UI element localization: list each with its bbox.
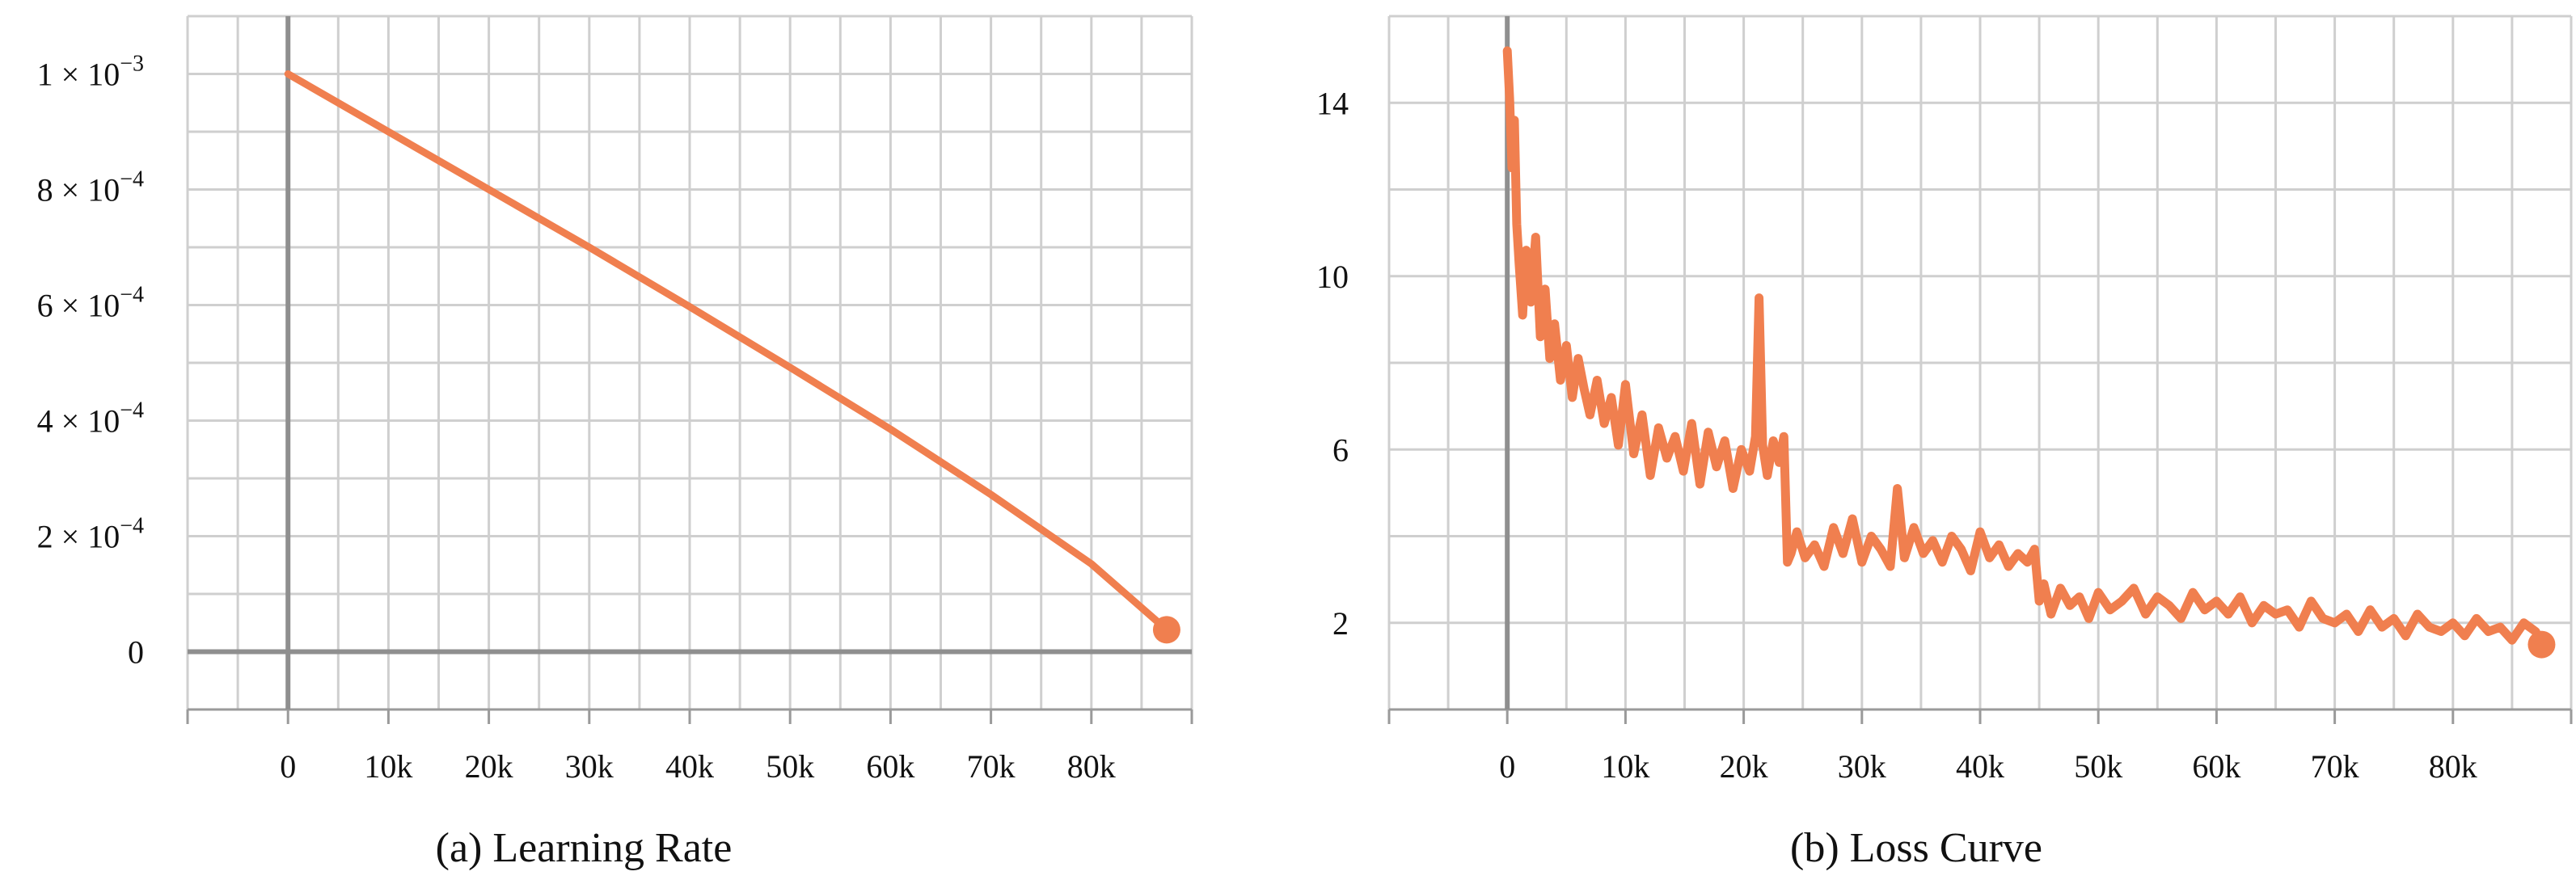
lr-y-tick-exponent: −3 xyxy=(120,52,144,77)
loss-x-tick-label: 30k xyxy=(1838,748,1886,785)
lr-x-tick-label: 20k xyxy=(465,748,513,785)
lr-x-tick-label: 50k xyxy=(766,748,814,785)
lr-y-tick-label: 4 × 10−4 xyxy=(37,398,144,440)
loss-y-tick-label: 14 xyxy=(1316,85,1349,121)
loss-x-tick-label: 80k xyxy=(2429,748,2477,785)
lr-y-tick-exponent: −4 xyxy=(120,167,144,192)
lr-x-tick-label: 0 xyxy=(280,748,296,785)
lr-y-tick-mantissa: 4 × 10 xyxy=(37,403,120,440)
lr-y-tick-label: 6 × 10−4 xyxy=(37,283,144,324)
loss-x-tick-label: 50k xyxy=(2074,748,2122,785)
lr-y-tick-exponent: −4 xyxy=(120,283,144,308)
loss-y-tick-label: 10 xyxy=(1316,259,1349,295)
loss-x-tick-label: 40k xyxy=(1956,748,2004,785)
lr-series-line xyxy=(284,70,1171,634)
lr-grid xyxy=(186,15,1193,711)
loss-x-tick-label: 0 xyxy=(1499,748,1515,785)
lr-y-tick-mantissa: 8 × 10 xyxy=(37,172,120,208)
lr-x-tick-label: 40k xyxy=(665,748,714,785)
loss-x-tick-label: 60k xyxy=(2192,748,2240,785)
caption-learning-rate: (a) Learning Rate xyxy=(436,825,733,871)
loss-y-tick-label: 6 xyxy=(1332,432,1349,468)
lr-series-end-point xyxy=(1152,616,1180,644)
lr-y-tick-exponent: −4 xyxy=(120,514,144,539)
loss-curve-chart: 0 10k 20k 30k 40k 50k 60k 70k 80k 2 6 10 14 xyxy=(1316,15,2573,785)
lr-x-tick-label: 80k xyxy=(1067,748,1116,785)
loss-x-tick-label: 70k xyxy=(2311,748,2359,785)
lr-x-tick-label: 10k xyxy=(364,748,412,785)
loss-series-line xyxy=(1502,46,2546,650)
lr-y-tick-mantissa: 2 × 10 xyxy=(37,519,120,555)
lr-y-tick-label: 8 × 10−4 xyxy=(37,167,144,208)
loss-x-tick-label: 10k xyxy=(1601,748,1649,785)
lr-y-tick-mantissa: 0 xyxy=(128,634,144,671)
lr-y-tick-label: 2 × 10−4 xyxy=(37,514,144,555)
lr-x-tick-label: 70k xyxy=(967,748,1016,785)
lr-y-tick-mantissa: 6 × 10 xyxy=(37,288,120,324)
caption-loss-curve: (b) Loss Curve xyxy=(1790,825,2042,871)
lr-x-tick-label: 60k xyxy=(866,748,914,785)
lr-x-tick-label: 30k xyxy=(565,748,614,785)
lr-y-tick-label: 0 xyxy=(128,634,144,671)
loss-y-tick-label: 2 xyxy=(1332,605,1349,642)
lr-y-tick-label: 1 × 10−3 xyxy=(37,52,144,93)
loss-series-end-point xyxy=(2527,630,2556,659)
lr-y-tick-mantissa: 1 × 10 xyxy=(37,57,120,93)
loss-x-tick-label: 20k xyxy=(1720,748,1768,785)
lr-y-tick-exponent: −4 xyxy=(120,398,144,423)
